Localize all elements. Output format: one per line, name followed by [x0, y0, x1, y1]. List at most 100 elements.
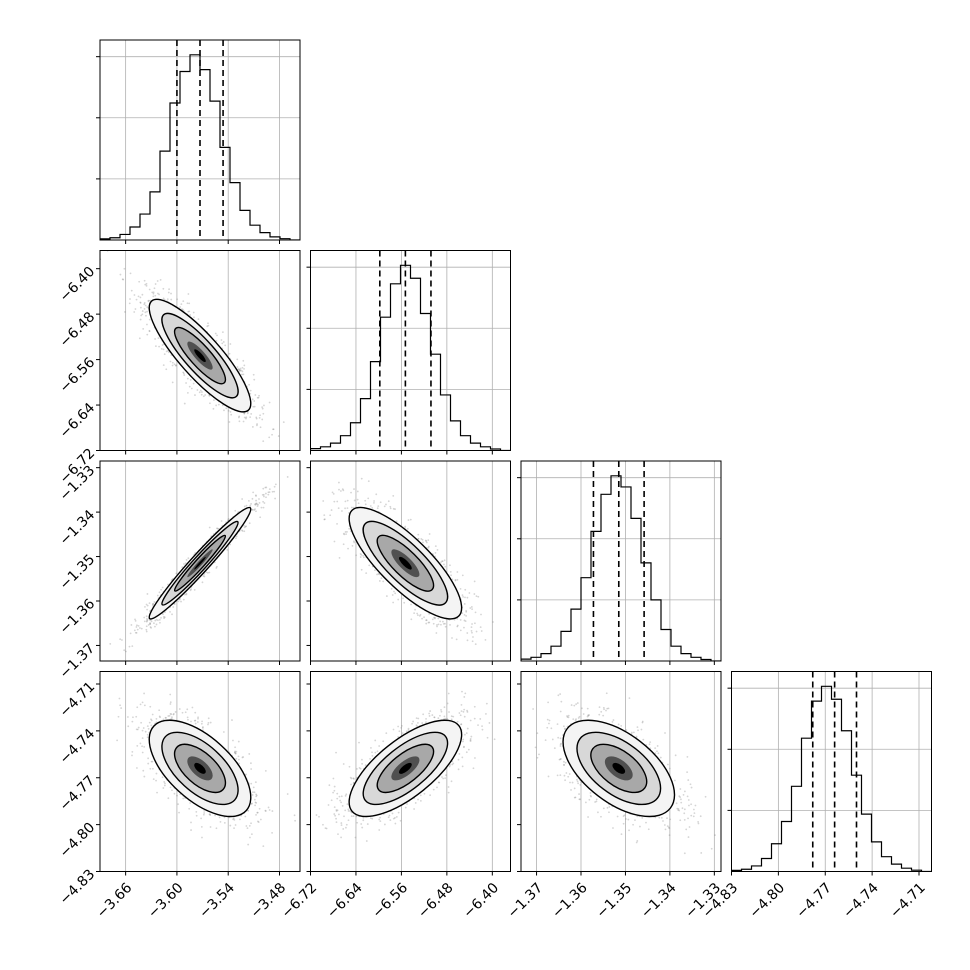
scatter-point [323, 514, 326, 517]
scatter-point [136, 767, 138, 769]
scatter-point [153, 287, 156, 290]
scatter-point [137, 625, 140, 627]
scatter-point [144, 283, 147, 286]
scatter-point [402, 597, 404, 600]
scatter-point [259, 426, 262, 429]
scatter-point [217, 403, 220, 406]
scatter-point [238, 368, 240, 371]
scatter-point [255, 417, 258, 420]
panel-frame [99, 250, 301, 451]
scatter-point [261, 407, 264, 410]
scatter-point [427, 545, 430, 548]
scatter-point [217, 527, 220, 530]
scatter-point [127, 725, 130, 728]
scatter-point [245, 417, 247, 420]
scatter-point [245, 416, 248, 419]
scatter-point [437, 617, 440, 620]
scatter-point [169, 693, 172, 696]
scatter-point [221, 331, 224, 333]
scatter-point [470, 630, 473, 632]
scatter-point [362, 556, 365, 559]
scatter-point [477, 595, 480, 598]
scatter-point [148, 330, 151, 333]
scatter-point [459, 588, 462, 590]
scatter-point [248, 383, 251, 386]
scatter-point [237, 368, 240, 370]
scatter-point [432, 622, 435, 625]
scatter-point [471, 640, 474, 643]
scatter-point [373, 500, 375, 502]
scatter-point [463, 626, 465, 629]
scatter-point [187, 718, 189, 721]
scatter-point [160, 588, 163, 591]
scatter-point [456, 571, 459, 573]
scatter-point [410, 618, 413, 621]
scatter-point [183, 563, 185, 565]
scatter-point [187, 293, 190, 295]
scatter-point [160, 616, 162, 619]
scatter-point [140, 627, 143, 630]
scatter-point [145, 628, 148, 631]
scatter-point [136, 628, 139, 631]
scatter-point [253, 378, 256, 381]
scatter-point [131, 750, 134, 753]
scatter-point [215, 404, 218, 407]
scatter-point [149, 622, 152, 625]
y-tick-label: −1.37 [57, 640, 99, 682]
scatter-point [350, 491, 352, 494]
scatter-point [204, 394, 207, 396]
scatter-point [252, 405, 255, 408]
scatter-point [135, 728, 138, 731]
scatter-point [238, 415, 241, 418]
scatter-point [414, 608, 416, 611]
scatter-point [184, 711, 187, 714]
scatter-point [257, 820, 259, 823]
scatter-point [187, 310, 190, 313]
scatter-point [243, 412, 246, 415]
density-panel [306, 460, 511, 665]
density-peak [398, 556, 412, 570]
scatter-point [463, 603, 466, 605]
scatter-point [179, 306, 182, 308]
scatter-point [416, 614, 419, 617]
scatter-point [170, 292, 172, 295]
scatter-point [201, 391, 203, 393]
scatter-point [148, 602, 151, 605]
scatter-point [444, 625, 447, 628]
scatter-point [356, 498, 359, 501]
scatter-point [461, 574, 464, 577]
scatter-point [169, 786, 172, 789]
scatter-point [268, 401, 271, 404]
scatter-point [387, 500, 390, 503]
scatter-point [154, 345, 157, 348]
scatter-point [188, 310, 191, 313]
scatter-point [250, 413, 253, 415]
scatter-point [163, 353, 166, 356]
scatter-point [341, 488, 344, 491]
scatter-point [243, 526, 246, 529]
scatter-point [273, 485, 276, 488]
scatter-point [164, 782, 166, 785]
density-peak [194, 556, 206, 570]
scatter-point [253, 400, 256, 402]
scatter-point [394, 592, 397, 595]
scatter-point [148, 318, 151, 321]
scatter-point [152, 295, 155, 298]
scatter-point [443, 559, 446, 562]
scatter-point [147, 300, 150, 302]
scatter-point [243, 367, 245, 370]
scatter-point [240, 369, 243, 372]
scatter-point [216, 527, 219, 530]
scatter-point [153, 622, 155, 625]
scatter-point [143, 302, 146, 304]
scatter-point [180, 303, 183, 306]
scatter-point [253, 405, 256, 408]
scatter-point [200, 817, 203, 820]
scatter-point [234, 537, 237, 540]
scatter-point [428, 613, 430, 615]
scatter-point [153, 601, 156, 603]
scatter-point [136, 624, 138, 627]
scatter-point [171, 381, 174, 384]
scatter-point [355, 554, 358, 557]
y-tick-label: −6.48 [57, 309, 99, 351]
